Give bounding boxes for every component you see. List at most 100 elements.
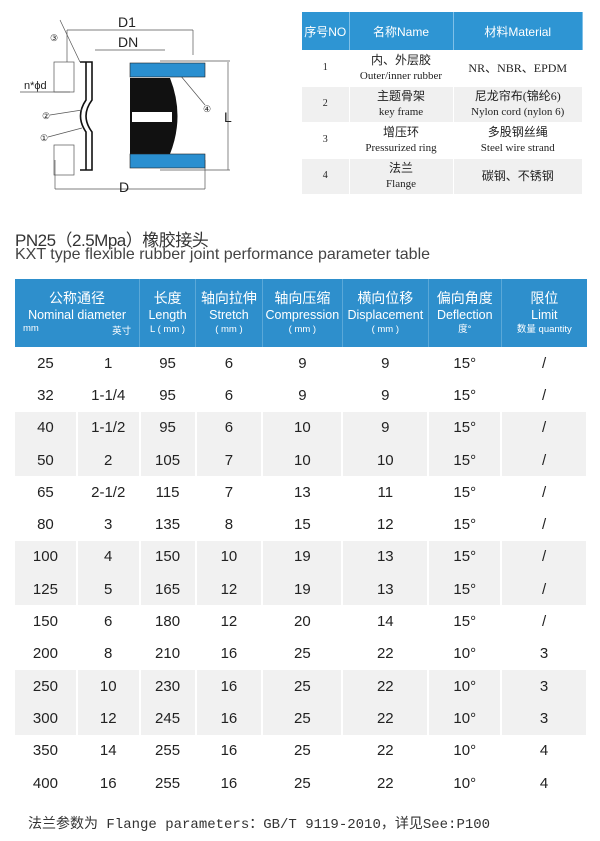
cell-nominal-inch: 4 xyxy=(76,540,141,574)
cell-compression: 25 xyxy=(262,766,344,800)
cell-compression: 10 xyxy=(262,411,344,444)
cell-nominal-mm: 250 xyxy=(15,669,78,703)
part-name: 增压环 Pressurized ring xyxy=(349,122,454,159)
cell-displacement: 9 xyxy=(342,347,430,380)
cell-nominal-mm: 100 xyxy=(15,540,78,574)
cell-compression: 10 xyxy=(262,443,344,477)
cell-deflection: 15° xyxy=(428,379,503,412)
cell-compression: 9 xyxy=(262,379,344,412)
cell-nominal-inch: 6 xyxy=(76,605,141,638)
material-row: 4 法兰 Flange 碳钢、不锈钢 xyxy=(302,158,583,195)
header-displacement: 横向位移 Displacement( mm ) xyxy=(342,279,429,347)
cell-nominal-mm: 32 xyxy=(15,379,78,412)
label-bolt: n*ϕd xyxy=(24,80,47,92)
cell-nominal-inch: 2-1/2 xyxy=(76,476,141,509)
cell-length: 230 xyxy=(139,669,197,703)
flange-bottom-shape xyxy=(129,153,206,169)
cell-compression: 15 xyxy=(262,508,344,541)
label-d1: D1 xyxy=(118,14,136,30)
cell-nominal-inch: 2 xyxy=(76,443,141,477)
header-length: 长度 Length L ( mm ) xyxy=(139,279,197,347)
cell-length: 255 xyxy=(139,766,197,800)
cell-limit: 4 xyxy=(501,734,588,767)
table-row: 40 1-1/2 95 6 10 9 15° / xyxy=(15,411,588,444)
cell-deflection: 15° xyxy=(428,573,503,606)
cell-compression: 25 xyxy=(262,702,344,735)
flange-top-shape xyxy=(129,62,206,78)
cell-compression: 25 xyxy=(262,637,344,670)
performance-table: 公称通径 Nominal diameter mm 英寸 长度 Length L ( m… xyxy=(15,279,588,800)
part-material: NR、NBR、EPDM xyxy=(453,50,583,87)
cell-limit: 3 xyxy=(501,702,588,735)
cell-length: 95 xyxy=(139,347,197,380)
cell-nominal-inch: 16 xyxy=(76,766,141,800)
table-row: 125 5 165 12 19 13 15° / xyxy=(15,573,588,606)
part-material: 尼龙帘布(锦纶6) Nylon cord (nylon 6) xyxy=(453,86,583,123)
callout-4: ④ xyxy=(203,104,211,114)
part-name: 内、外层胶 Outer/inner rubber xyxy=(349,50,454,87)
header-material: 材料Material xyxy=(453,12,583,50)
cell-length: 180 xyxy=(139,605,197,638)
part-material: 多股钢丝绳 Steel wire strand xyxy=(453,122,583,159)
material-row: 2 主题骨架 key frame 尼龙帘布(锦纶6) Nylon cord (nyl… xyxy=(302,86,583,123)
cell-stretch: 16 xyxy=(195,734,264,767)
flange-parameters-note: 法兰参数为 Flange parameters：GB/T 9119-2010，详… xyxy=(28,817,491,833)
cell-limit: / xyxy=(501,411,588,444)
cell-stretch: 6 xyxy=(195,347,264,380)
header-stretch: 轴向拉伸 Stretch( mm ) xyxy=(195,279,263,347)
cell-deflection: 15° xyxy=(428,476,503,509)
cell-stretch: 12 xyxy=(195,605,264,638)
cell-limit: 3 xyxy=(501,637,588,670)
table-row: 65 2-1/2 115 7 13 11 15° / xyxy=(15,476,588,509)
cell-displacement: 14 xyxy=(342,605,430,638)
cell-length: 165 xyxy=(139,573,197,606)
cell-compression: 25 xyxy=(262,669,344,703)
table-row: 50 2 105 7 10 10 15° / xyxy=(15,443,588,477)
header-compression: 轴向压缩 Compression( mm ) xyxy=(262,279,343,347)
cell-nominal-mm: 65 xyxy=(15,476,78,509)
cell-nominal-mm: 300 xyxy=(15,702,78,735)
cell-length: 95 xyxy=(139,379,197,412)
cell-length: 115 xyxy=(139,476,197,509)
cell-nominal-inch: 1-1/4 xyxy=(76,379,141,412)
cell-stretch: 7 xyxy=(195,476,264,509)
cell-displacement: 13 xyxy=(342,540,430,574)
cell-compression: 19 xyxy=(262,573,344,606)
cell-length: 210 xyxy=(139,637,197,670)
cell-length: 150 xyxy=(139,540,197,574)
cell-compression: 19 xyxy=(262,540,344,574)
cell-limit: / xyxy=(501,379,588,412)
cell-limit: / xyxy=(501,540,588,574)
table-row: 80 3 135 8 15 12 15° / xyxy=(15,508,588,541)
callout-1: ① xyxy=(40,133,48,143)
cell-deflection: 10° xyxy=(428,734,503,767)
cell-displacement: 13 xyxy=(342,573,430,606)
cell-displacement: 9 xyxy=(342,379,430,412)
part-name: 主题骨架 key frame xyxy=(349,86,454,123)
cell-limit: 4 xyxy=(501,766,588,800)
cell-limit: / xyxy=(501,508,588,541)
cell-nominal-mm: 150 xyxy=(15,605,78,638)
cell-nominal-inch: 14 xyxy=(76,734,141,767)
cell-length: 245 xyxy=(139,702,197,735)
cell-stretch: 7 xyxy=(195,443,264,477)
cell-displacement: 12 xyxy=(342,508,430,541)
cell-nominal-inch: 8 xyxy=(76,637,141,670)
cell-limit: 3 xyxy=(501,669,588,703)
title-cn: PN25（2.5Mpa）橡胶接头 xyxy=(15,231,209,250)
cell-nominal-mm: 400 xyxy=(15,766,78,800)
cell-deflection: 15° xyxy=(428,508,503,541)
table-row: 100 4 150 10 19 13 15° / xyxy=(15,540,588,574)
cell-compression: 25 xyxy=(262,734,344,767)
cell-length: 135 xyxy=(139,508,197,541)
cell-deflection: 10° xyxy=(428,669,503,703)
cell-nominal-inch: 1 xyxy=(76,347,141,380)
part-no: 4 xyxy=(302,158,350,195)
material-row: 1 内、外层胶 Outer/inner rubber NR、NBR、EPDM xyxy=(302,50,583,87)
cell-stretch: 10 xyxy=(195,540,264,574)
table-row: 32 1-1/4 95 6 9 9 15° / xyxy=(15,379,588,412)
table-row: 400 16 255 16 25 22 10° 4 xyxy=(15,766,588,800)
header-name: 名称Name xyxy=(349,12,454,50)
table-row: 150 6 180 12 20 14 15° / xyxy=(15,605,588,638)
cell-compression: 13 xyxy=(262,476,344,509)
